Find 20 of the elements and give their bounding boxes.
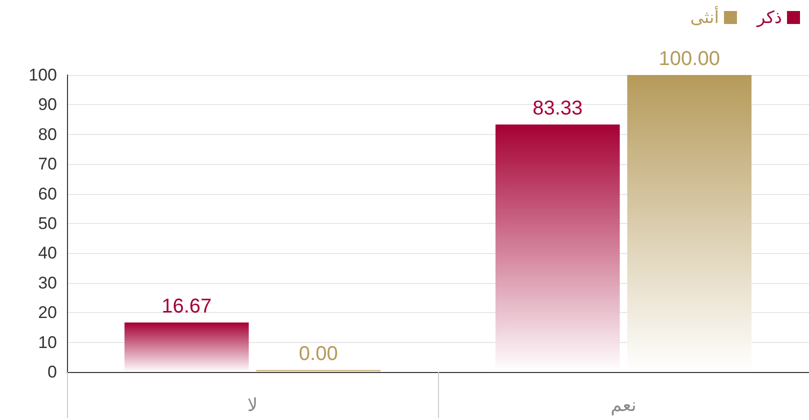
y-tick-label: 50	[38, 214, 57, 233]
y-tick-label: 80	[38, 124, 57, 144]
data-label: 16.67	[162, 295, 212, 318]
y-tick-label: 60	[38, 184, 57, 204]
y-tick-label: 90	[38, 95, 57, 114]
x-tick-label: نعم	[610, 395, 636, 416]
y-tick-label: 100	[28, 66, 57, 84]
x-tick-label: لا	[247, 395, 258, 415]
y-tick-label: 30	[38, 273, 57, 292]
legend-label: أنثى	[690, 6, 719, 27]
y-tick-label: 40	[38, 244, 57, 263]
y-tick-label: 0	[48, 362, 57, 382]
y-tick-label: 70	[38, 154, 57, 174]
data-label: 100.00	[658, 48, 720, 70]
bar	[124, 322, 249, 372]
data-label: 0.00	[298, 343, 338, 365]
data-label: 83.33	[532, 98, 583, 120]
y-tick-label: 10	[38, 332, 57, 352]
y-tick-label: 20	[38, 303, 57, 322]
legend-label: ذكر	[756, 8, 782, 28]
